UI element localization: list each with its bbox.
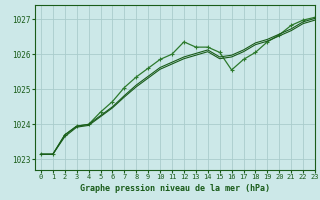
X-axis label: Graphe pression niveau de la mer (hPa): Graphe pression niveau de la mer (hPa) <box>80 184 270 193</box>
